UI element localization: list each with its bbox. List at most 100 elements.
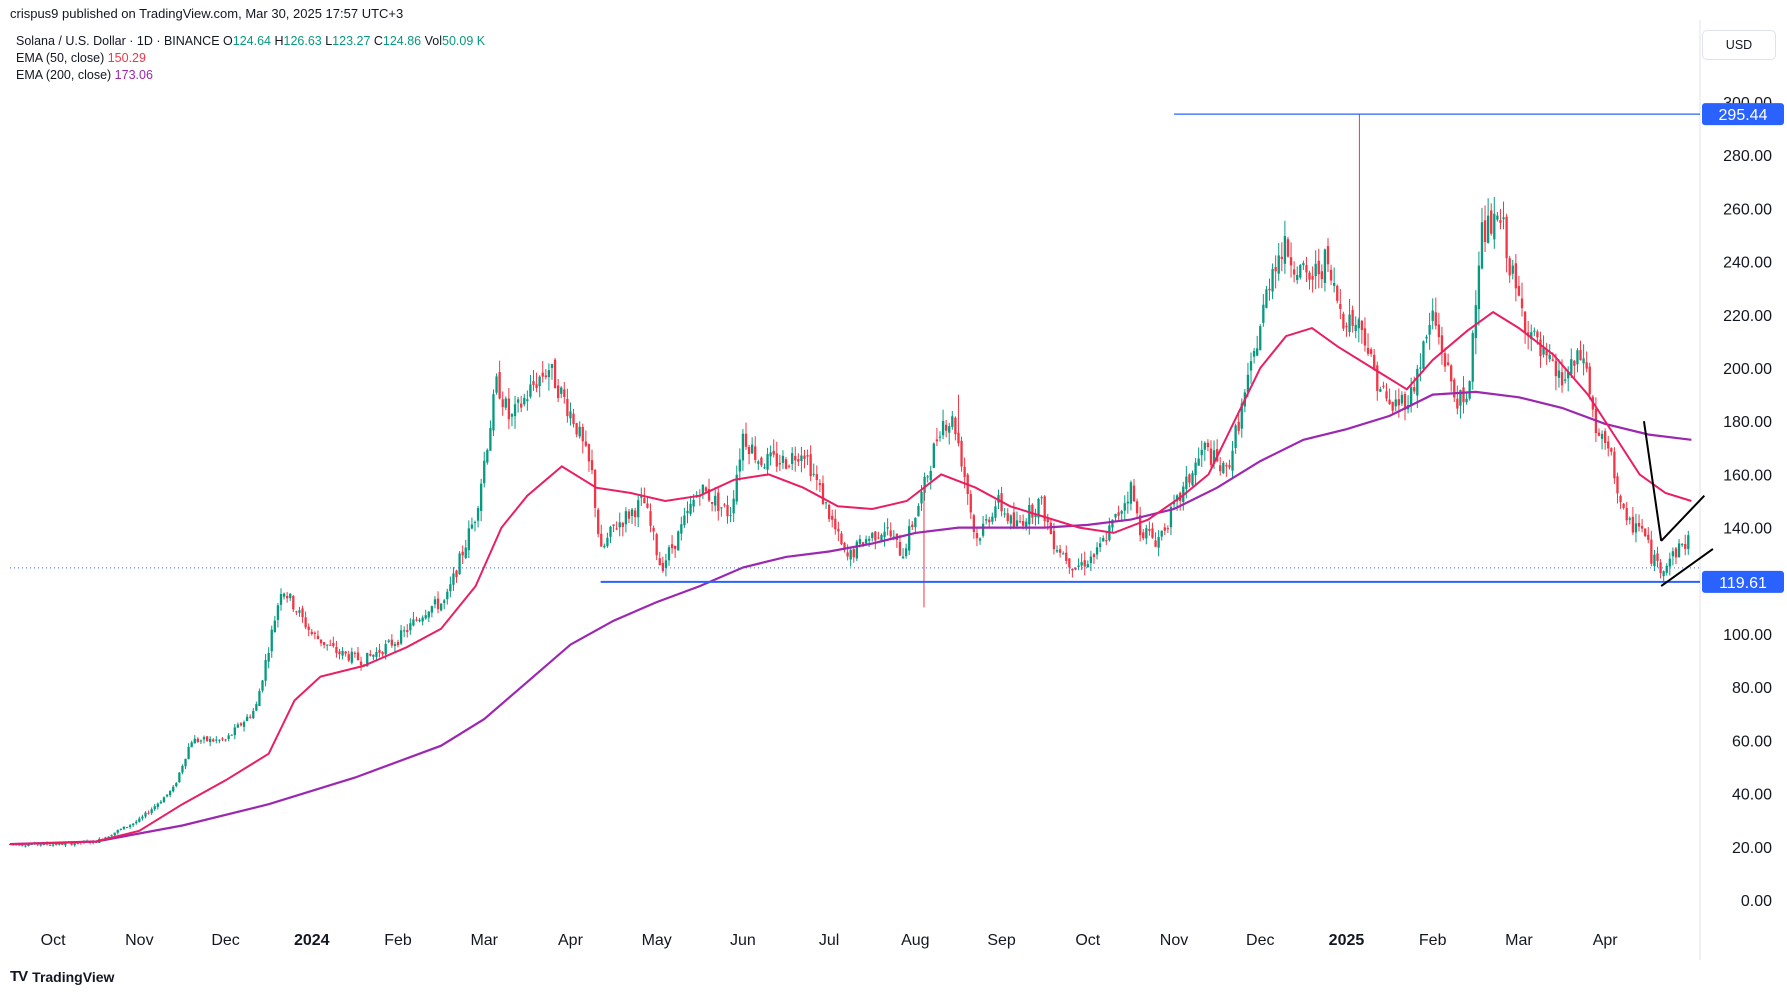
candle-body [276, 605, 280, 620]
candle-body [652, 527, 655, 532]
candle-body [418, 619, 421, 622]
ema50-row[interactable]: EMA (50, close) 150.29 [16, 50, 485, 67]
candle-body [1114, 514, 1117, 518]
x-tick-label: Nov [1160, 932, 1188, 949]
candle-body [621, 522, 624, 527]
candle-body [1018, 521, 1022, 523]
candle-body [436, 598, 440, 610]
symbol-row: Solana / U.S. Dollar · 1D · BINANCE O124… [16, 33, 485, 50]
candle-body [1628, 518, 1631, 520]
currency-button[interactable]: USD [1702, 30, 1776, 60]
candle-body [1625, 508, 1628, 521]
candle-body [941, 421, 945, 436]
candle-body [1145, 528, 1148, 539]
pattern-trendline[interactable] [1660, 494, 1706, 542]
candle-body [1446, 362, 1450, 365]
ohlc-key-vol: Vol [421, 34, 442, 48]
candle-body [1283, 236, 1287, 264]
candle-body [439, 603, 443, 611]
candle-body [1539, 339, 1542, 357]
candle-body [1616, 476, 1619, 494]
candle-body [1058, 549, 1062, 553]
candle-body [1570, 359, 1573, 374]
candle-body [125, 826, 129, 828]
candle-body [1376, 365, 1379, 391]
candle-body [1434, 312, 1437, 326]
pattern-trendline[interactable] [1642, 421, 1663, 542]
candle-body [119, 828, 123, 830]
candle-body [1123, 503, 1126, 511]
y-tick-label: 220.00 [1723, 308, 1772, 325]
y-tick-label: 140.00 [1723, 521, 1772, 538]
candle-body [1619, 495, 1622, 503]
candle-body [640, 496, 643, 498]
candle-body [1139, 515, 1142, 536]
candle-body [1603, 431, 1607, 443]
candle-body [1671, 551, 1675, 557]
candle-body [1465, 398, 1468, 403]
candle-body [218, 739, 221, 741]
candle-body [313, 632, 317, 634]
candle-body [1363, 328, 1367, 346]
candle-body [812, 473, 815, 475]
candle-body [741, 433, 745, 461]
candle-body [923, 476, 926, 493]
candle-body [932, 443, 935, 468]
candle-body [1015, 520, 1019, 527]
x-tick-label: 2024 [294, 932, 330, 949]
candle-body [1135, 501, 1139, 514]
candle-body [421, 617, 424, 622]
pattern-trendline[interactable] [1660, 548, 1714, 587]
candle-body [1637, 522, 1641, 527]
candle-body [1188, 474, 1191, 483]
symbol-label[interactable]: Solana / U.S. Dollar · 1D · BINANCE [16, 34, 220, 48]
y-tick-label: 260.00 [1723, 201, 1772, 218]
candle-body [470, 524, 474, 529]
candle-body [1496, 215, 1499, 220]
candle-body [128, 825, 132, 828]
candle-body [193, 738, 196, 744]
candle-body [523, 397, 526, 405]
candle-body [1499, 220, 1502, 223]
candle-body [1357, 319, 1360, 329]
candle-body [486, 449, 489, 463]
x-tick-label: Apr [1593, 932, 1619, 949]
candle-body [1490, 210, 1493, 234]
x-tick-label: Oct [41, 932, 66, 949]
candle-body [415, 619, 418, 621]
candle-body [612, 524, 615, 526]
candle-body [880, 534, 883, 541]
candle-body [680, 524, 683, 534]
candle-body [1311, 276, 1314, 280]
candle-body [1351, 309, 1354, 326]
candle-body [301, 608, 304, 618]
candle-body [800, 455, 803, 462]
candle-body [535, 384, 538, 389]
y-tick-label: 160.00 [1723, 467, 1772, 484]
candle-body [938, 436, 942, 438]
candle-body [529, 384, 532, 397]
candle-body [1613, 451, 1616, 479]
candle-body [258, 691, 261, 707]
candle-body [322, 642, 326, 645]
candle-body [1095, 547, 1099, 555]
candle-body [356, 652, 360, 661]
candle-body [510, 414, 514, 417]
candle-body [831, 515, 834, 520]
candle-body [498, 372, 501, 399]
candle-body [1062, 553, 1065, 555]
candle-body [1468, 381, 1471, 399]
footer-brand[interactable]: TV TradingView [10, 968, 114, 985]
candle-body [1536, 331, 1539, 338]
candle-body [1607, 441, 1610, 449]
candle-body [1450, 365, 1453, 382]
y-tick-label: 0.00 [1741, 893, 1772, 910]
candle-body [837, 528, 840, 532]
ema200-row[interactable]: EMA (200, close) 173.06 [16, 67, 485, 84]
candle-body [1111, 519, 1114, 528]
candle-body [372, 654, 375, 657]
candle-body [1028, 505, 1031, 525]
candle-body [205, 736, 209, 742]
candle-body [1428, 324, 1431, 335]
